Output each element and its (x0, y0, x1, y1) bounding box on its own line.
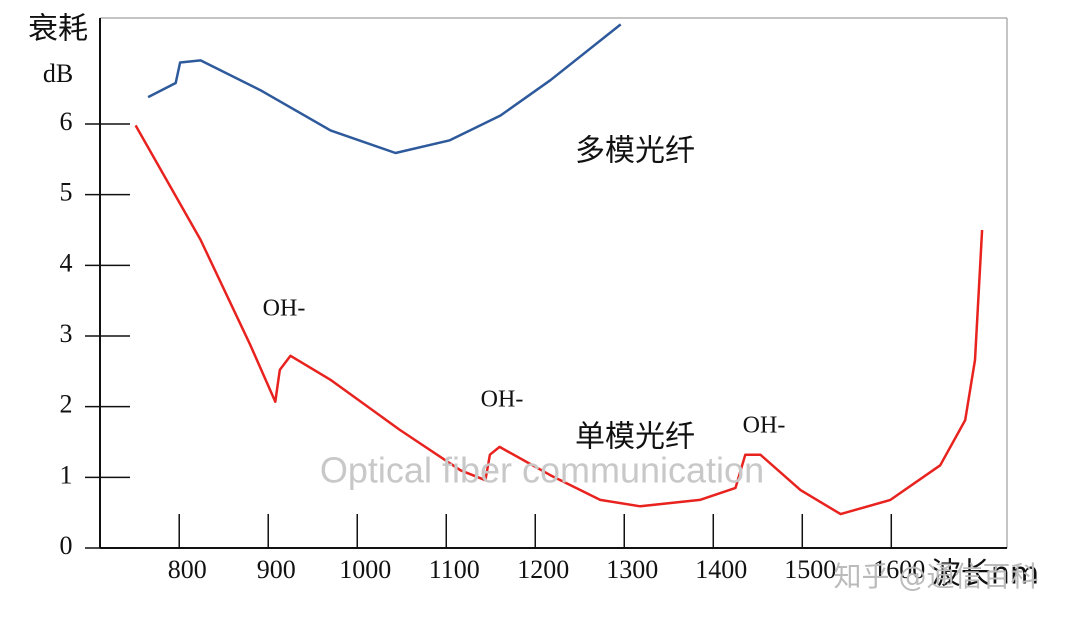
x-tick-label: 800 (168, 555, 207, 584)
watermark: 知乎 @通信百科 (834, 560, 1039, 593)
annotation: OH- (481, 387, 524, 413)
series-label: 单模光纤 (575, 420, 695, 455)
series-label: 多模光纤 (575, 134, 695, 169)
y-tick-label: 3 (60, 319, 73, 348)
annotation: OH- (743, 413, 786, 439)
x-tick-label: 1100 (429, 555, 480, 584)
y-axis-title: 衰耗 (28, 12, 88, 47)
x-tick-label: 1500 (784, 555, 836, 584)
x-tick-label: 1400 (695, 555, 747, 584)
y-tick-label: 4 (60, 248, 73, 277)
y-tick-label: 6 (60, 107, 73, 136)
x-tick-label: 1300 (606, 555, 658, 584)
annotation: OH- (263, 296, 306, 322)
x-tick-label: 900 (257, 555, 296, 584)
x-tick-label: 1000 (339, 555, 391, 584)
x-tick-label: 1600 (873, 555, 925, 584)
y-axis-unit: dB (43, 59, 73, 88)
series-line (134, 124, 984, 516)
y-tick-label: 0 (60, 531, 73, 560)
watermark: Optical fiber communication (320, 450, 764, 491)
x-axis-title: 波长nm (931, 557, 1039, 592)
y-tick-label: 5 (60, 178, 73, 207)
series-line (147, 23, 622, 155)
y-tick-label: 1 (60, 460, 73, 489)
x-tick-label: 1200 (517, 555, 569, 584)
y-tick-label: 2 (60, 390, 73, 419)
